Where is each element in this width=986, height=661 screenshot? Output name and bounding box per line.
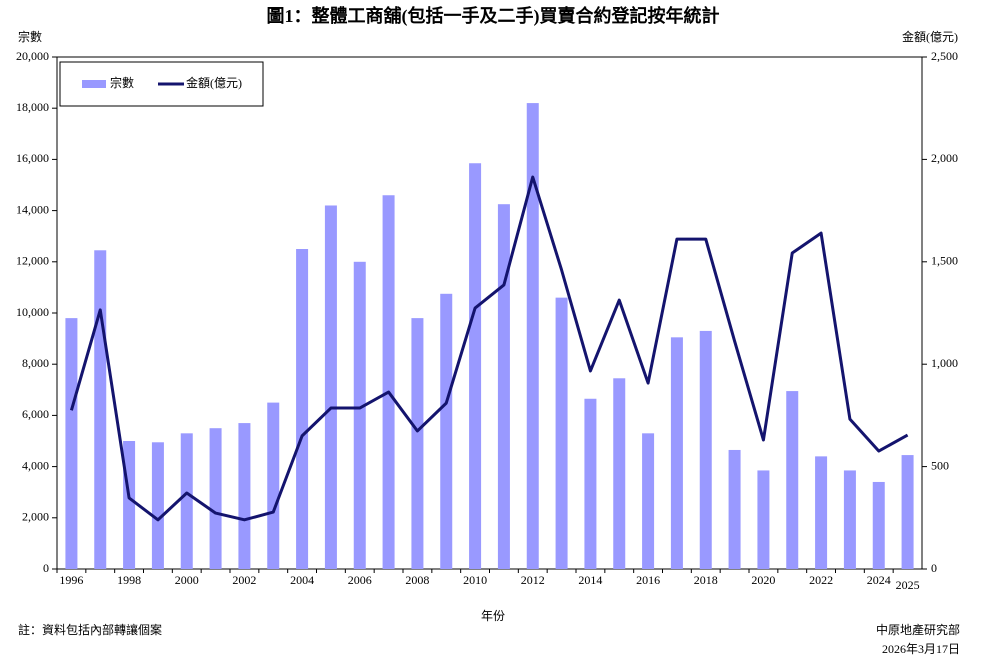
y-tick-label: 16,000 bbox=[16, 151, 49, 165]
y-tick-label: 0 bbox=[43, 561, 49, 575]
x-tick-label: 2014 bbox=[578, 573, 602, 587]
y-tick-label: 20,000 bbox=[16, 49, 49, 63]
bar bbox=[786, 391, 799, 569]
date: 2026年3月17日 bbox=[882, 642, 960, 656]
bar bbox=[497, 204, 510, 569]
x-tick-label: 2024 bbox=[867, 573, 891, 587]
note: 註：資料包括內部轉讓個案 bbox=[18, 622, 162, 637]
y-tick-label: 10,000 bbox=[16, 305, 49, 319]
bar bbox=[267, 402, 280, 569]
y2-tick-label: 500 bbox=[931, 458, 949, 472]
y2-tick-label: 1,000 bbox=[931, 356, 958, 370]
y-tick-label: 8,000 bbox=[22, 356, 49, 370]
bar bbox=[613, 378, 626, 569]
bar bbox=[382, 195, 395, 570]
source: 中原地產研究部 bbox=[876, 622, 960, 637]
bar bbox=[151, 442, 164, 569]
bar bbox=[815, 456, 828, 569]
bar bbox=[699, 330, 712, 569]
bar bbox=[843, 470, 856, 569]
x-tick-label: 2016 bbox=[636, 573, 660, 587]
bar bbox=[324, 205, 337, 570]
bar bbox=[296, 249, 309, 569]
bar bbox=[526, 103, 539, 569]
y2-tick-label: 0 bbox=[931, 561, 937, 575]
y2-tick-label: 2,000 bbox=[931, 151, 958, 165]
x-tick-label: 2002 bbox=[232, 573, 256, 587]
y-tick-label: 12,000 bbox=[16, 254, 49, 268]
bar bbox=[353, 261, 366, 569]
legend-swatch bbox=[82, 80, 106, 88]
y2-tick-label: 1,500 bbox=[931, 254, 958, 268]
x-tick-label: 2008 bbox=[405, 573, 429, 587]
x-tick-label: 2022 bbox=[809, 573, 833, 587]
x-tick-label: 2025 bbox=[896, 578, 920, 592]
y-tick-label: 14,000 bbox=[16, 202, 49, 216]
legend-label: 金額(億元) bbox=[186, 75, 242, 90]
bar bbox=[901, 455, 914, 569]
bar bbox=[642, 433, 655, 569]
x-tick-label: 2010 bbox=[463, 573, 487, 587]
x-tick-label: 1996 bbox=[59, 573, 83, 587]
y-tick-label: 2,000 bbox=[22, 510, 49, 524]
bar bbox=[65, 318, 78, 569]
bar bbox=[584, 398, 597, 569]
bar bbox=[728, 449, 741, 569]
y2-axis-label: 金額(億元) bbox=[902, 29, 958, 44]
y-tick-label: 18,000 bbox=[16, 100, 49, 114]
bar bbox=[469, 163, 482, 570]
bar bbox=[411, 318, 424, 569]
bar bbox=[757, 470, 770, 569]
x-tick-label: 2018 bbox=[694, 573, 718, 587]
bar bbox=[555, 297, 568, 569]
bar bbox=[94, 250, 107, 569]
legend-label: 宗數 bbox=[110, 75, 134, 90]
x-tick-label: 2012 bbox=[521, 573, 545, 587]
bar bbox=[670, 337, 683, 569]
x-axis-label: 年份 bbox=[481, 609, 505, 623]
x-tick-label: 1998 bbox=[117, 573, 141, 587]
bar bbox=[209, 428, 222, 569]
x-tick-label: 2020 bbox=[751, 573, 775, 587]
bar bbox=[440, 293, 453, 569]
line bbox=[69, 175, 909, 522]
bar bbox=[872, 481, 885, 569]
bar bbox=[238, 423, 251, 569]
bar bbox=[180, 433, 193, 569]
x-tick-label: 2000 bbox=[175, 573, 199, 587]
x-tick-label: 2006 bbox=[348, 573, 372, 587]
y-tick-label: 6,000 bbox=[22, 407, 49, 421]
y-tick-label: 4,000 bbox=[22, 458, 49, 472]
y2-tick-label: 2,500 bbox=[931, 49, 958, 63]
chart-title: 圖1：整體工商舖(包括一手及二手)買賣合約登記按年統計 bbox=[267, 5, 720, 27]
x-tick-label: 2004 bbox=[290, 573, 314, 587]
y-axis-label: 宗數 bbox=[18, 29, 42, 44]
bar bbox=[123, 441, 136, 569]
